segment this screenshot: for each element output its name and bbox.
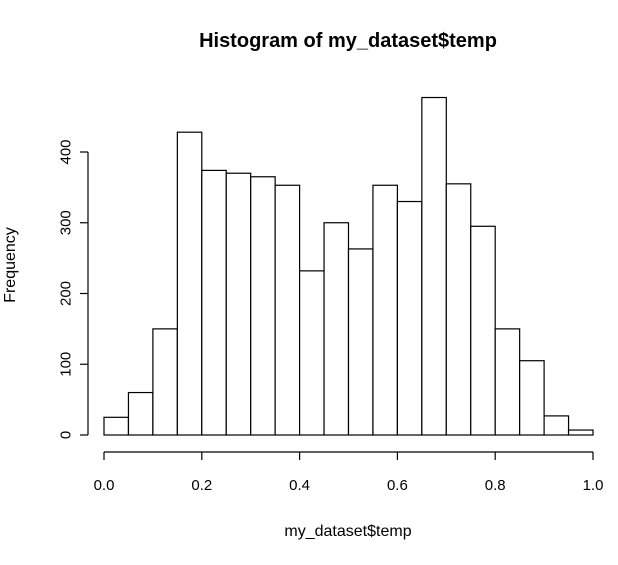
histogram-bar-0 [103,416,130,436]
histogram-bar-4 [201,169,227,436]
histogram-bar-10 [347,248,374,436]
x-tick-label-1: 0.2 [191,477,212,494]
histogram-bar-8 [299,270,325,436]
y-tick-label-3: 300 [58,210,75,235]
y-axis: 0 100 200 300 400 [58,139,89,439]
x-tick-label-5: 1.0 [583,477,604,494]
histogram-bar-2 [152,328,178,436]
x-tick-label-2: 0.4 [289,477,310,494]
x-tick-label-4: 0.8 [485,477,506,494]
histogram-bar-11 [372,184,399,436]
y-axis-label: Frequency [2,227,19,303]
histogram-bar-18 [543,415,570,436]
histogram-bar-7 [274,184,301,436]
histogram-bar-5 [225,172,252,436]
x-axis-label: my_dataset$temp [284,523,411,540]
x-tick-label-0: 0.0 [94,477,115,494]
y-tick-label-4: 400 [58,139,75,164]
histogram-bar-17 [519,360,545,436]
histogram-bar-19 [567,429,594,436]
histogram-bar-14 [445,183,472,436]
bars-group [103,96,594,436]
y-tick-label-2: 200 [58,281,75,306]
histogram-bar-15 [470,225,496,436]
histogram-bar-3 [176,131,203,436]
x-axis: 0.0 0.2 0.4 0.6 0.8 1.0 [94,451,604,494]
chart-title: Histogram of my_dataset$temp [199,30,497,52]
histogram-bar-12 [396,200,423,436]
histogram-bar-9 [323,222,350,436]
histogram-bar-13 [421,96,447,436]
y-tick-label-0: 0 [58,431,75,439]
y-tick-label-1: 100 [58,352,75,377]
histogram-bar-16 [494,328,521,436]
histogram-bar-1 [127,391,154,436]
histogram-bar-6 [250,176,276,436]
x-tick-label-3: 0.6 [387,477,408,494]
